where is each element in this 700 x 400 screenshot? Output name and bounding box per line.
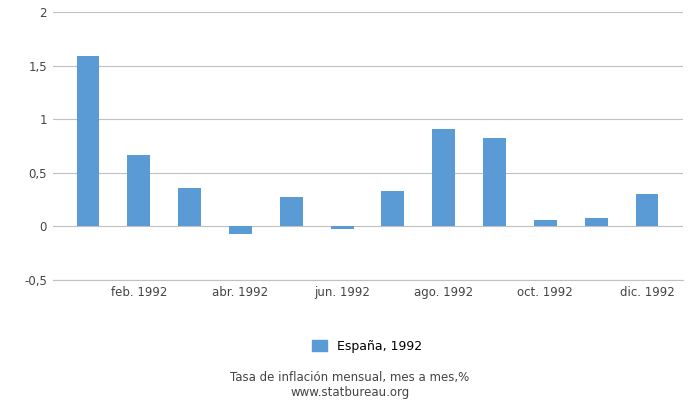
Legend: España, 1992: España, 1992 [312, 340, 423, 353]
Bar [280, 198, 302, 226]
Bar [76, 56, 99, 226]
Bar [433, 129, 455, 226]
Bar [636, 194, 659, 226]
Bar [127, 154, 150, 226]
Text: Tasa de inflación mensual, mes a mes,%: Tasa de inflación mensual, mes a mes,% [230, 372, 470, 384]
Bar [483, 138, 506, 226]
Bar [534, 220, 556, 226]
Bar [178, 188, 201, 226]
Bar [584, 218, 608, 226]
Bar [382, 191, 405, 226]
Text: www.statbureau.org: www.statbureau.org [290, 386, 410, 399]
Bar [229, 226, 252, 234]
Bar [330, 226, 354, 228]
